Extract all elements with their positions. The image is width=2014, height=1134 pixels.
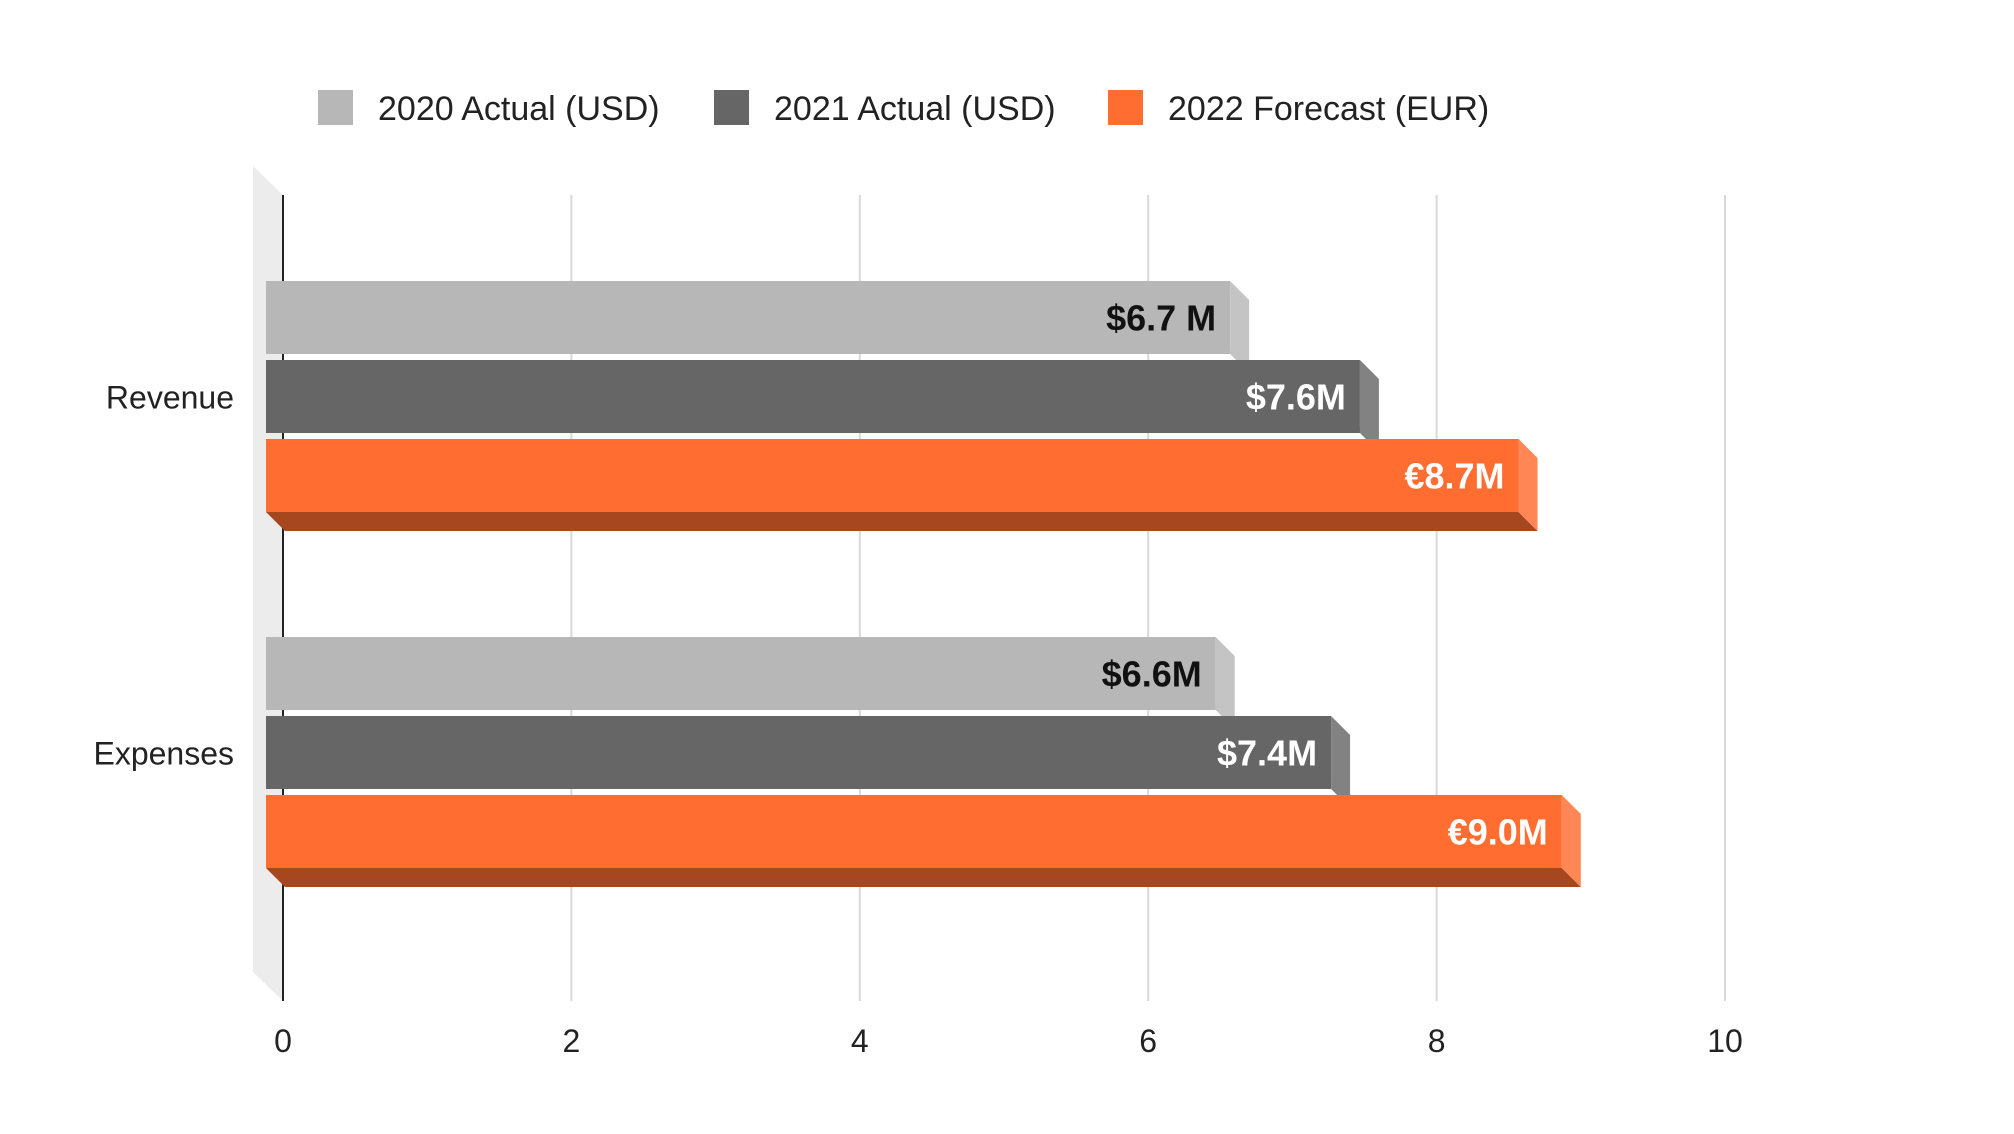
- legend-label: 2020 Actual (USD): [378, 90, 660, 128]
- bar-front-face: [266, 795, 1562, 868]
- data-label: $6.7 M: [1106, 298, 1216, 339]
- bar: €9.0M: [266, 795, 1581, 887]
- data-label: $6.6M: [1102, 654, 1202, 695]
- bar: $7.6M: [266, 360, 1379, 452]
- category-label: Revenue: [106, 380, 234, 416]
- bar-side-face: [1561, 795, 1581, 887]
- bar-side-face: [1230, 281, 1250, 373]
- bar-side-face: [1331, 716, 1351, 808]
- x-tick-label: 8: [1428, 1023, 1446, 1059]
- x-tick-label: 10: [1707, 1023, 1743, 1059]
- legend-label: 2021 Actual (USD): [774, 90, 1056, 128]
- data-label: €8.7M: [1404, 456, 1504, 497]
- x-tick-label: 0: [274, 1023, 292, 1059]
- x-tick-label: 6: [1139, 1023, 1157, 1059]
- bar-side-face: [1359, 360, 1379, 452]
- bars: $6.7 M $7.6M €8.7M $6.6M $7.4M €9.0M: [266, 281, 1581, 887]
- bar-side-face: [1518, 439, 1538, 531]
- data-label: €9.0M: [1448, 812, 1548, 853]
- legend-label: 2022 Forecast (EUR): [1168, 90, 1489, 128]
- bar-front-face: [266, 716, 1332, 789]
- category-labels: Revenue Expenses: [93, 380, 234, 772]
- x-tick-label: 2: [563, 1023, 581, 1059]
- x-tick-label: 4: [851, 1023, 869, 1059]
- bar-side-face: [1215, 637, 1235, 729]
- data-label: $7.6M: [1246, 377, 1346, 418]
- legend: 2020 Actual (USD) 2021 Actual (USD) 2022 F…: [318, 90, 1489, 128]
- bar-bottom-face: [266, 868, 1581, 887]
- x-tick-labels: 0 2 4 6 8 10: [274, 1023, 1743, 1059]
- bar-bottom-face: [266, 512, 1538, 531]
- bar-front-face: [266, 439, 1519, 512]
- bar: €8.7M: [266, 439, 1538, 531]
- bar: $6.7 M: [266, 281, 1250, 373]
- bar: $7.4M: [266, 716, 1351, 808]
- legend-swatch: [1108, 90, 1143, 125]
- bar-front-face: [266, 360, 1360, 433]
- category-label: Expenses: [93, 736, 234, 772]
- bar-front-face: [266, 281, 1231, 354]
- legend-swatch: [318, 90, 353, 125]
- bar: $6.6M: [266, 637, 1235, 729]
- legend-swatch: [714, 90, 749, 125]
- bar-front-face: [266, 637, 1216, 710]
- data-label: $7.4M: [1217, 733, 1317, 774]
